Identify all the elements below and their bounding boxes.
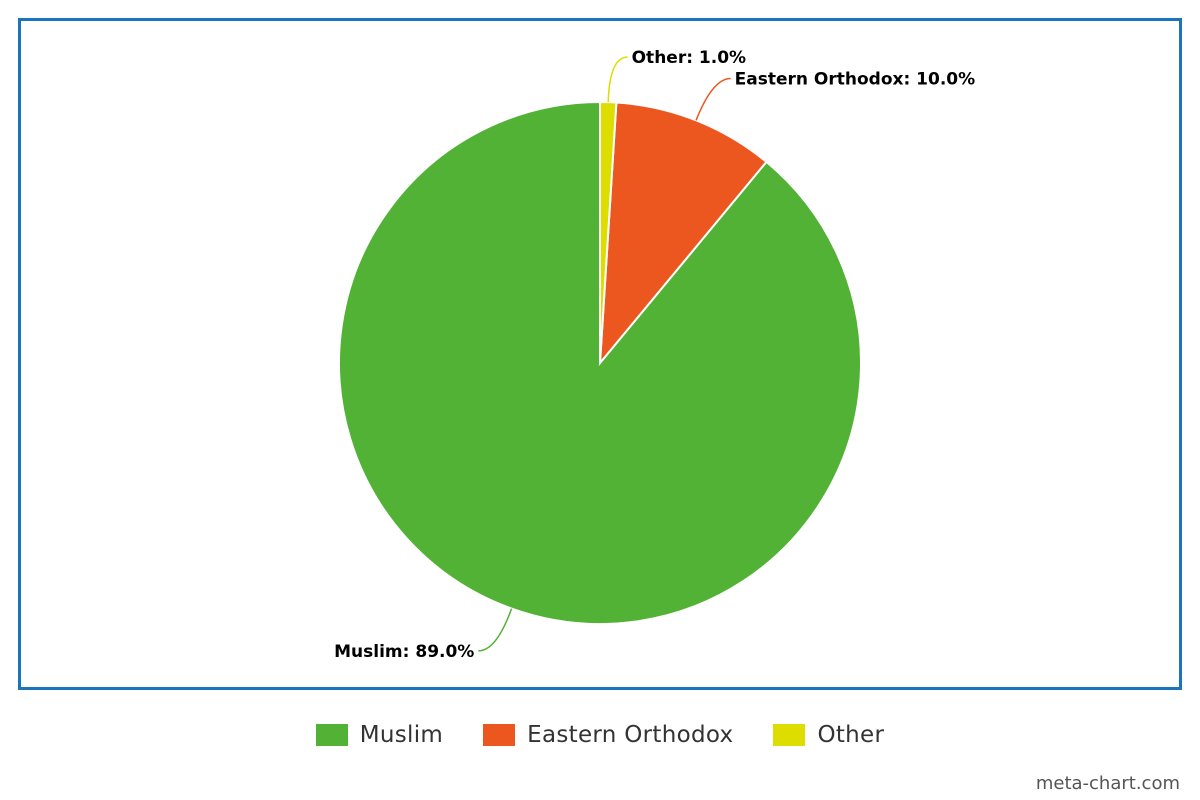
legend-swatch-muslim	[315, 724, 348, 746]
watermark: meta-chart.com	[1035, 773, 1180, 794]
legend-item-muslim[interactable]: Muslim	[315, 722, 444, 748]
pie-slices	[338, 100, 862, 625]
connector-other	[607, 56, 628, 103]
connector-muslim	[478, 608, 513, 652]
legend-label-other: Other	[817, 722, 885, 748]
legend-swatch-other	[773, 724, 806, 746]
data-label-muslim: Muslim: 89.0%	[334, 642, 474, 662]
data-labels: Muslim: 89.0% Eastern Orthodox: 10.0%Othe…	[334, 48, 975, 662]
legend: Muslim Eastern Orthodox Other	[0, 722, 1200, 748]
legend-swatch-eastern-orthodox	[483, 724, 516, 746]
legend-item-eastern-orthodox[interactable]: Eastern Orthodox	[483, 722, 733, 748]
pie-slice-other[interactable]	[599, 100, 618, 364]
pie-slice-eastern-orthodox[interactable]	[598, 101, 768, 367]
label-connectors	[478, 56, 731, 652]
legend-label-muslim: Muslim	[359, 722, 444, 748]
legend-label-eastern-orthodox: Eastern Orthodox	[527, 722, 734, 748]
data-label-eastern-orthodox: Eastern Orthodox: 10.0%	[735, 69, 976, 89]
chart-frame: Muslim: 89.0% Eastern Orthodox: 10.0% Othe…	[18, 18, 1182, 690]
pie-chart: Muslim: 89.0% Eastern Orthodox: 10.0%Othe…	[334, 48, 975, 662]
connector-eastern-orthodox	[695, 77, 731, 121]
legend-item-other[interactable]: Other	[773, 722, 884, 748]
data-label-other: Other: 1.0%	[632, 48, 746, 68]
